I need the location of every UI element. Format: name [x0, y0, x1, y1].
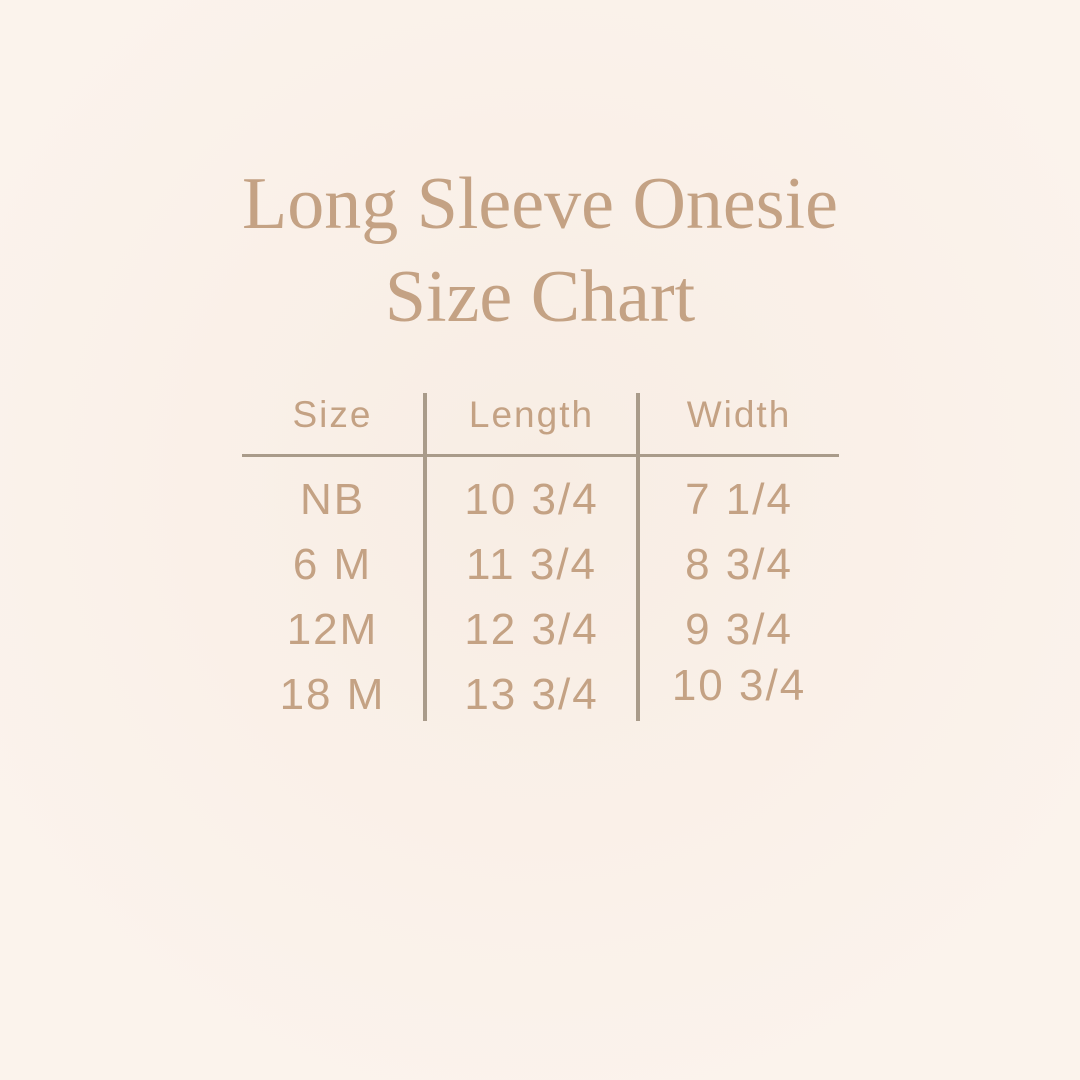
width-cell: 7 1/4 [685, 474, 793, 524]
table-row: 12M 12 3/4 9 3/4 [240, 597, 840, 662]
page-title-line2: Size Chart [384, 256, 696, 338]
size-cell: 12M [286, 604, 379, 654]
column-divider-line [636, 393, 640, 721]
page-title-line1: Long Sleeve Onesie [242, 163, 838, 245]
length-cell: 13 3/4 [464, 669, 599, 719]
table-row: 6 M 11 3/4 8 3/4 [240, 532, 840, 597]
table-row: NB 10 3/4 7 1/4 [240, 467, 840, 532]
width-cell: 9 3/4 [685, 604, 793, 654]
column-header-size: Size [292, 394, 373, 435]
length-cell: 10 3/4 [464, 474, 599, 524]
length-cell: 12 3/4 [464, 604, 599, 654]
width-cell: 8 3/4 [685, 539, 793, 589]
table-row: 18 M 13 3/4 10 3/4 [240, 660, 840, 727]
length-cell: 11 3/4 [465, 539, 598, 589]
column-header-length: Length [468, 394, 595, 435]
header-divider-line [242, 454, 839, 457]
size-table-body: NB 10 3/4 7 1/4 6 M 11 3/4 8 3/4 12M 12 … [240, 455, 840, 727]
page-title: Long Sleeve Onesie Size Chart [0, 158, 1080, 344]
size-cell: 6 M [292, 539, 373, 589]
column-divider-line [423, 393, 427, 721]
width-cell: 10 3/4 [671, 660, 807, 710]
size-cell: 18 M [279, 669, 386, 719]
column-header-width: Width [686, 394, 792, 435]
size-cell: NB [299, 474, 366, 524]
size-table: Size Length Width NB 10 3/4 7 1/4 6 M 11… [240, 385, 840, 730]
size-table-header: Size Length Width [240, 385, 840, 455]
